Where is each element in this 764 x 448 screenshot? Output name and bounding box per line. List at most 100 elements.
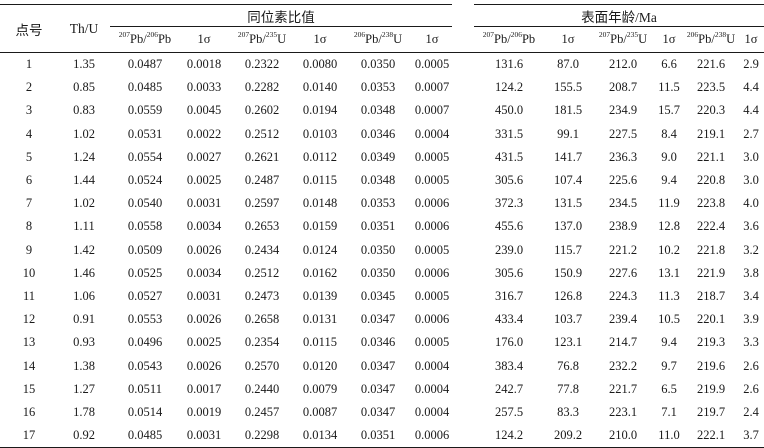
cell-point-no: 16	[22, 404, 36, 419]
cell-ratio-207-235: 0.2653	[244, 219, 280, 234]
cell-ratio-207-206: 0.0496	[127, 335, 163, 350]
header-sigma: 1σ	[654, 26, 684, 53]
cell-ratio-207-235: 0.2597	[244, 196, 280, 211]
cell-point-no: 14	[22, 358, 36, 373]
cell-ratio-207-235: 0.2457	[244, 404, 280, 419]
cell-age-207-235-sigma: 11.9	[658, 196, 680, 211]
cell-age-207-235: 227.5	[608, 126, 638, 141]
cell-age-206-238: 223.5	[696, 80, 726, 95]
cell-ratio-207-235-sigma: 0.0139	[302, 288, 338, 303]
cell-ratio-207-235-sigma: 0.0194	[302, 103, 338, 118]
cell-ratio-206-238-sigma: 0.0006	[414, 265, 450, 280]
cell-th-u: 0.91	[73, 312, 95, 327]
cell-ratio-207-206: 0.0558	[127, 219, 163, 234]
cell-age-207-235: 227.6	[608, 265, 638, 280]
cell-gap	[452, 378, 474, 401]
cell-gap	[452, 424, 474, 448]
table-row: 3 0.83 0.0559 0.0045 0.2602 0.0194 0.0348 0.000…	[0, 99, 764, 122]
cell-ratio-207-235: 0.2487	[244, 173, 280, 188]
cell-ratio-207-206-sigma: 0.0022	[186, 126, 222, 141]
cell-ratio-207-235: 0.2322	[244, 57, 280, 72]
table-row: 14 1.38 0.0543 0.0026 0.2570 0.0120 0.0347 0.00…	[0, 354, 764, 377]
cell-age-206-238: 222.1	[684, 424, 738, 448]
table-row: 2 0.85 0.0485 0.0033 0.2282 0.0140 0.0353 0.000…	[0, 76, 764, 99]
cell-point-no: 10	[22, 265, 36, 280]
cell-ratio-207-235: 0.2440	[244, 381, 280, 396]
cell-age-207-206: 316.7	[494, 288, 524, 303]
cell-point-no: 6	[25, 173, 33, 188]
cell-age-206-238-sigma: 2.7	[743, 126, 759, 141]
cell-ratio-207-206: 0.0553	[127, 312, 163, 327]
cell-th-u: 0.83	[73, 103, 95, 118]
cell-age-207-206-sigma: 150.9	[553, 265, 583, 280]
cell-ratio-207-206-sigma: 0.0034	[186, 219, 222, 234]
cell-ratio-207-235-sigma: 0.0124	[302, 242, 338, 257]
table-row: 4 1.02 0.0531 0.0022 0.2512 0.0103 0.0346 0.000…	[0, 123, 764, 146]
cell-th-u: 1.27	[73, 381, 95, 396]
cell-age-207-206-sigma: 83.3	[557, 404, 579, 419]
cell-age-206-238-sigma: 3.2	[743, 242, 759, 257]
cell-age-207-235-sigma: 9.7	[661, 358, 677, 373]
cell-age-207-206-sigma: 181.5	[553, 103, 583, 118]
isotope-data-table: 点号 Th/U 同位素比值 表面年龄/Ma 207Pb/206Pb 1σ 207…	[0, 4, 764, 448]
cell-ratio-206-238-sigma: 0.0005	[414, 57, 450, 72]
cell-age-206-238-sigma: 3.8	[743, 265, 759, 280]
cell-ratio-207-206: 0.0511	[128, 381, 162, 396]
cell-ratio-206-238-sigma: 0.0004	[414, 381, 450, 396]
cell-ratio-207-235: 0.2434	[244, 242, 280, 257]
cell-ratio-207-206-sigma: 0.0026	[186, 242, 222, 257]
cell-ratio-206-238: 0.0353	[360, 80, 396, 95]
cell-ratio-207-206-sigma: 0.0031	[180, 424, 228, 448]
cell-gap	[452, 239, 474, 262]
cell-age-206-238: 221.6	[696, 57, 726, 72]
cell-th-u: 1.11	[73, 219, 95, 234]
cell-ratio-207-235-sigma: 0.0140	[302, 80, 338, 95]
cell-th-u: 1.06	[73, 288, 95, 303]
cell-point-no: 15	[22, 381, 36, 396]
table-row: 12 0.91 0.0553 0.0026 0.2658 0.0131 0.0347 0.00…	[0, 308, 764, 331]
cell-age-206-238: 218.7	[696, 288, 726, 303]
cell-th-u: 0.85	[73, 80, 95, 95]
cell-ratio-206-238: 0.0353	[360, 196, 396, 211]
cell-gap	[452, 169, 474, 192]
cell-ratio-206-238-sigma: 0.0006	[414, 219, 450, 234]
cell-age-206-238: 221.8	[696, 242, 726, 257]
cell-age-207-206: 305.6	[494, 173, 524, 188]
cell-age-207-206-sigma: 99.1	[557, 126, 579, 141]
cell-age-207-206: 124.2	[494, 80, 524, 95]
cell-age-207-235-sigma: 6.5	[661, 381, 677, 396]
header-ratio-206-238: 206Pb/238U	[344, 26, 412, 53]
cell-age-206-238: 220.3	[696, 103, 726, 118]
cell-ratio-206-238: 0.0350	[360, 265, 396, 280]
table-row: 16 1.78 0.0514 0.0019 0.2457 0.0087 0.0347 0.00…	[0, 401, 764, 424]
cell-th-u: 1.78	[73, 404, 95, 419]
cell-ratio-206-238: 0.0347	[360, 358, 396, 373]
header-sigma: 1σ	[738, 26, 764, 53]
cell-ratio-207-206: 0.0527	[127, 288, 163, 303]
cell-age-207-206: 383.4	[494, 358, 524, 373]
cell-th-u: 1.02	[73, 126, 95, 141]
cell-age-207-235-sigma: 13.1	[658, 265, 680, 280]
cell-gap	[452, 192, 474, 215]
header-isotope-ratio-group: 同位素比值	[110, 4, 452, 27]
cell-ratio-206-238: 0.0347	[360, 404, 396, 419]
cell-gap	[452, 308, 474, 331]
cell-ratio-207-235: 0.2282	[244, 80, 280, 95]
cell-age-207-206: 124.2	[474, 424, 544, 448]
cell-age-207-206-sigma: 209.2	[544, 424, 592, 448]
cell-ratio-207-235: 0.2570	[244, 358, 280, 373]
cell-ratio-207-235: 0.2298	[228, 424, 296, 448]
cell-ratio-207-206: 0.0487	[127, 57, 163, 72]
cell-ratio-206-238-sigma: 0.0006	[414, 312, 450, 327]
cell-gap	[452, 285, 474, 308]
cell-th-u: 1.46	[73, 265, 95, 280]
cell-ratio-207-206: 0.0485	[110, 424, 180, 448]
cell-age-206-238: 220.8	[696, 173, 726, 188]
cell-age-206-238-sigma: 2.9	[743, 57, 759, 72]
cell-age-207-235: 239.4	[608, 312, 638, 327]
cell-age-207-206: 176.0	[494, 335, 524, 350]
header-sigma: 1σ	[296, 26, 344, 53]
cell-age-207-206: 131.6	[494, 57, 524, 72]
cell-ratio-206-238-sigma: 0.0004	[414, 126, 450, 141]
